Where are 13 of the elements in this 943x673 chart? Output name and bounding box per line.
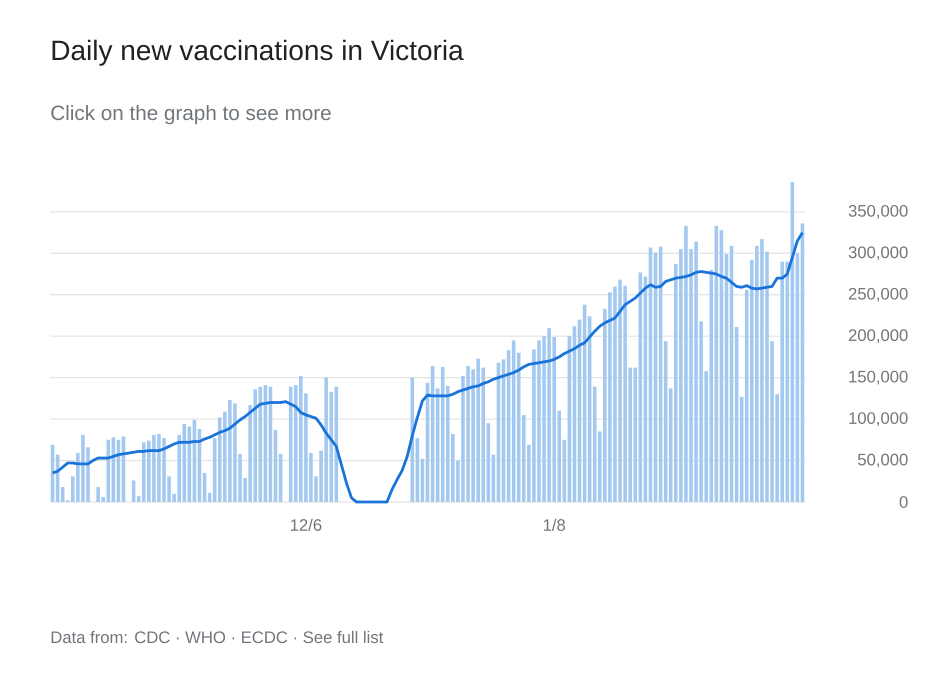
y-tick-label: 250,000	[848, 288, 908, 302]
y-tick-label: 150,000	[849, 370, 908, 385]
x-tick-label: 1/8	[544, 518, 566, 531]
y-tick-label: 50,000	[858, 454, 908, 468]
y-tick-label: 350,000	[848, 204, 908, 219]
x-tick-label: 12/6	[290, 518, 322, 531]
y-tick-label: 0	[900, 496, 908, 508]
y-tick-label: 100,000	[849, 412, 908, 426]
y-tick-label: 200,000	[848, 329, 908, 344]
chart-title: Daily new vaccinations in Victoria	[52, 40, 464, 66]
y-tick-label: 300,000	[848, 246, 908, 260]
chart-subtitle: Click on the graph to see more	[51, 105, 331, 124]
text: Data from: CDC · WHO · ECDC · See full list	[52, 630, 384, 644]
